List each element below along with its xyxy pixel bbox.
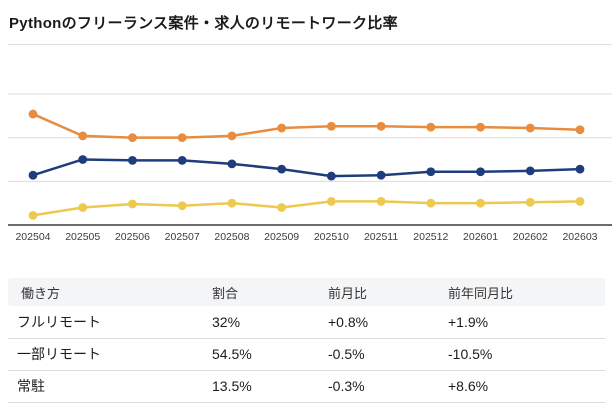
onsite-point [28, 210, 38, 220]
x-axis-label: 202506 [115, 231, 150, 243]
full-remote-point [525, 166, 535, 176]
yoy-cell: +8.6% [439, 370, 605, 403]
partial-remote-point [326, 121, 336, 131]
col-header-ratio: 割合 [203, 278, 319, 306]
full-remote-point [326, 171, 336, 181]
full-remote-point [227, 159, 237, 169]
onsite-point [376, 197, 386, 206]
partial-remote-point [28, 109, 38, 119]
remote-work-chart: 202504 202505 202506 202507 202508 202509 2025… [8, 93, 612, 243]
x-axis-label: 202602 [513, 231, 548, 243]
x-axis-label: 202601 [463, 231, 498, 243]
full-remote-line [31, 158, 582, 178]
worktype-cell: 一部リモート [8, 338, 203, 371]
ratio-cell: 13.5% [203, 370, 319, 403]
x-axis-label: 202512 [413, 231, 448, 243]
full-remote-point [476, 167, 485, 177]
partial-remote-point [277, 123, 287, 133]
full-remote-point [28, 170, 38, 180]
page-title: Pythonのフリーランス案件・求人のリモートワーク比率 [9, 15, 398, 32]
full-remote-point [277, 164, 287, 174]
onsite-point [525, 197, 535, 207]
full-remote-point [177, 155, 187, 165]
x-axis-label: 202508 [214, 231, 249, 243]
table-row: 常駐 13.5% -0.3% +8.6% [8, 370, 605, 403]
onsite-point [128, 199, 137, 209]
worktype-table: 働き方 割合 前月比 前年同月比 フルリモート 32% +0.8% +1.9% … [8, 278, 605, 403]
full-remote-point [426, 167, 436, 177]
worktype-cell: フルリモート [8, 306, 203, 339]
partial-remote-point [476, 122, 485, 132]
x-axis-label: 202507 [165, 231, 200, 243]
partial-remote-point [376, 121, 386, 131]
x-axis-label: 202505 [65, 231, 100, 243]
x-axis-label: 202511 [364, 231, 398, 243]
yoy-cell: +1.9% [439, 306, 605, 339]
partial-remote-point [227, 131, 237, 141]
onsite-point [426, 198, 436, 208]
yoy-cell: -10.5% [439, 338, 605, 371]
onsite-point [575, 197, 585, 206]
page: Pythonのフリーランス案件・求人のリモートワーク比率 202504 20250… [8, 15, 612, 403]
x-axis-label: 202504 [15, 231, 50, 243]
ratio-cell: 54.5% [203, 338, 319, 371]
full-remote-point [575, 164, 585, 174]
full-remote-point [376, 170, 386, 180]
onsite-line [31, 200, 582, 217]
partial-remote-point [78, 131, 88, 141]
col-header-yoy: 前年同月比 [439, 278, 605, 306]
full-remote-point [128, 155, 137, 165]
title-divider [8, 44, 612, 45]
onsite-point [227, 198, 237, 208]
x-axis-label: 202509 [264, 231, 299, 243]
col-header-worktype: 働き方 [8, 278, 203, 306]
partial-remote-point [177, 133, 187, 143]
onsite-point [476, 198, 485, 208]
onsite-point [177, 201, 187, 211]
mom-cell: -0.5% [319, 338, 439, 371]
ratio-cell: 32% [203, 306, 319, 339]
partial-remote-line [31, 112, 582, 139]
table-row: フルリモート 32% +0.8% +1.9% [8, 306, 605, 339]
onsite-point [326, 197, 336, 206]
x-axis-label: 202603 [562, 231, 597, 243]
full-remote-point [78, 155, 88, 164]
partial-remote-point [128, 133, 137, 143]
mom-cell: -0.3% [319, 370, 439, 403]
partial-remote-point [426, 122, 436, 132]
mom-cell: +0.8% [319, 306, 439, 339]
partial-remote-point [575, 125, 585, 135]
partial-remote-point [525, 123, 535, 133]
table-header-row: 働き方 割合 前月比 前年同月比 [8, 278, 605, 306]
col-header-mom: 前月比 [319, 278, 439, 306]
onsite-point [78, 203, 88, 212]
table-row: 一部リモート 54.5% -0.5% -10.5% [8, 338, 605, 371]
worktype-cell: 常駐 [8, 370, 203, 403]
onsite-point [277, 203, 287, 212]
x-axis-label: 202510 [314, 231, 349, 243]
